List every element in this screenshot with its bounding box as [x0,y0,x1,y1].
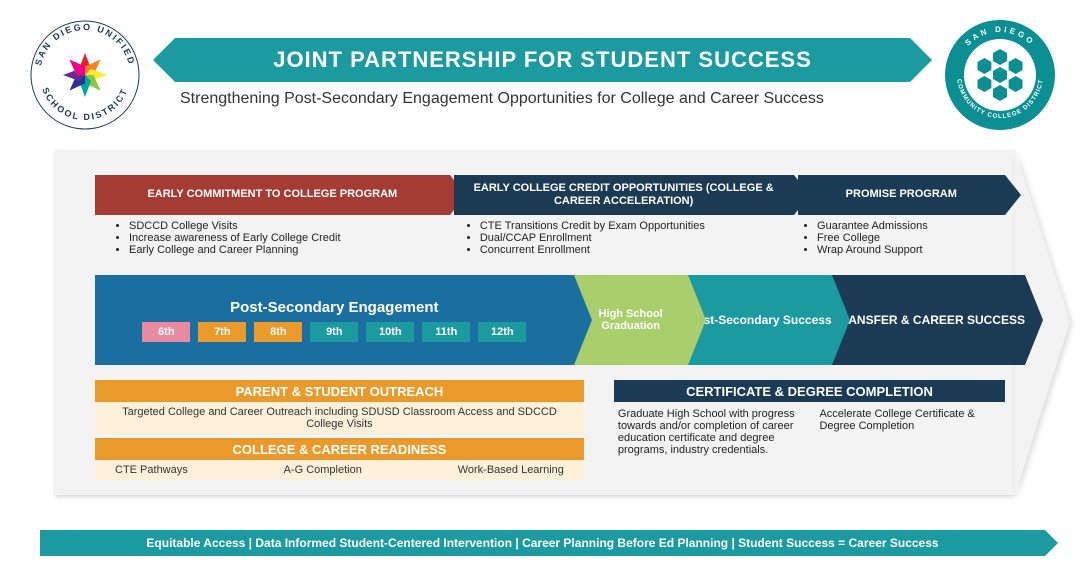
program-early-credit: EARLY COLLEGE CREDIT OPPORTUNITIES (COLL… [454,175,794,215]
readiness-2: Work-Based Learning [458,464,564,476]
title-text: JOINT PARTNERSHIP FOR STUDENT SUCCESS [273,47,812,73]
program-early-commitment: EARLY COMMITMENT TO COLLEGE PROGRAM [95,175,450,215]
timeline-transfer: TRANSFER & CAREER SUCCESS [832,275,1025,365]
title-banner: JOINT PARTNERSHIP FOR STUDENT SUCCESS [175,38,910,82]
timeline: Post-Secondary Engagement 6th 7th 8th 9th 10… [95,275,1025,365]
header: SAN DIEGO UNIFIED SCHOOL DISTRICT JOINT … [30,20,1055,130]
grade-10th: 10th [366,322,414,342]
grade-6th: 6th [142,322,190,342]
subtitle: Strengthening Post-Secondary Engagement … [180,90,824,108]
p3-b2: Wrap Around Support [817,244,995,256]
bottom-row: PARENT & STUDENT OUTREACH Targeted Colle… [95,380,1005,480]
footer-text: Equitable Access | Data Informed Student… [146,536,938,550]
readiness-1: A-G Completion [284,464,362,476]
program-promise: PROMISE PROGRAM [798,175,1005,215]
p2-b1: Dual/CCAP Enrollment [480,232,781,244]
readiness-header: COLLEGE & CAREER READINESS [95,438,584,460]
grade-9th: 9th [310,322,358,342]
completion-body: Graduate High School with progress towar… [614,402,1005,462]
p2-b2: Concurrent Enrollment [480,244,781,256]
completion-c1: Graduate High School with progress towar… [618,408,800,456]
completion-c2: Accelerate College Certificate & Degree … [819,408,1001,456]
outreach-header: PARENT & STUDENT OUTREACH [95,380,584,402]
timeline-engagement: Post-Secondary Engagement 6th 7th 8th 9th 10… [95,275,574,365]
program3-bullets: Guarantee Admissions Free College Wrap A… [803,220,995,256]
timeline-engagement-label: Post-Secondary Engagement [230,299,438,316]
outreach-body: Targeted College and Career Outreach inc… [95,402,584,434]
grade-12th: 12th [478,322,526,342]
big-arrow: EARLY COMMITMENT TO COLLEGE PROGRAM EARL… [55,150,1015,495]
timeline-postsecondary-success: Post-Secondary Success [688,275,833,365]
p1-b1: Increase awareness of Early College Cred… [129,232,444,244]
readiness-body: CTE Pathways A-G Completion Work-Based L… [95,460,584,480]
p1-b2: Early College and Career Planning [129,244,444,256]
grades-row: 6th 7th 8th 9th 10th 11th 12th [142,322,526,342]
completion-header: CERTIFICATE & DEGREE COMPLETION [614,380,1005,402]
grade-8th: 8th [254,322,302,342]
p2-b0: CTE Transitions Credit by Exam Opportuni… [480,220,781,232]
programs-row: EARLY COMMITMENT TO COLLEGE PROGRAM EARL… [95,175,1005,215]
bottom-right: CERTIFICATE & DEGREE COMPLETION Graduate… [614,380,1005,480]
p1-b0: SDCCD College Visits [129,220,444,232]
sdusd-logo: SAN DIEGO UNIFIED SCHOOL DISTRICT [30,20,140,130]
grade-11th: 11th [422,322,470,342]
program1-bullets: SDCCD College Visits Increase awareness … [115,220,444,256]
programs-bullets: SDCCD College Visits Increase awareness … [115,220,995,256]
grade-7th: 7th [198,322,246,342]
footer-bar: Equitable Access | Data Informed Student… [40,530,1045,556]
readiness-0: CTE Pathways [115,464,188,476]
program2-bullets: CTE Transitions Credit by Exam Opportuni… [466,220,781,256]
p3-b1: Free College [817,232,995,244]
p3-b0: Guarantee Admissions [817,220,995,232]
sdccd-logo: SAN DIEGO COMMUNITY COLLEGE DISTRICT [945,20,1055,130]
bottom-left: PARENT & STUDENT OUTREACH Targeted Colle… [95,380,584,480]
